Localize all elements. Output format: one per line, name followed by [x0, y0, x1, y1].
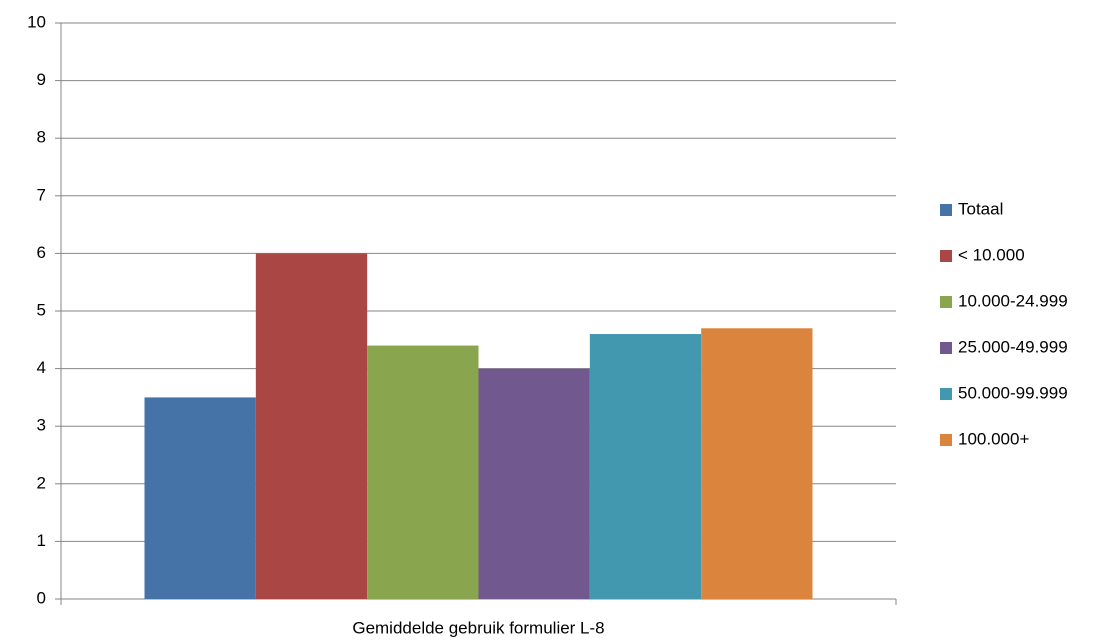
legend-swatch — [940, 204, 952, 216]
y-tick-label: 4 — [37, 358, 46, 377]
legend-label: 100.000+ — [958, 429, 1029, 448]
y-tick-label: 1 — [37, 531, 46, 550]
legend-label: < 10.000 — [958, 245, 1025, 264]
y-tick-label: 0 — [37, 588, 46, 607]
y-tick-label: 10 — [27, 12, 46, 31]
y-tick-label: 5 — [37, 300, 46, 319]
legend-swatch — [940, 434, 952, 446]
bar — [255, 253, 368, 599]
legend-label: 10.000-24.999 — [958, 291, 1068, 310]
y-tick-label: 9 — [37, 70, 46, 89]
bar — [701, 328, 813, 599]
legend-label: Totaal — [958, 199, 1003, 218]
legend-swatch — [940, 388, 952, 400]
bar — [589, 334, 702, 599]
legend-label: 25.000-49.999 — [958, 337, 1068, 356]
legend-swatch — [940, 342, 952, 354]
legend-label: 50.000-99.999 — [958, 383, 1068, 402]
y-tick-label: 8 — [37, 128, 46, 147]
y-tick-label: 2 — [37, 473, 46, 492]
y-tick-label: 3 — [37, 416, 46, 435]
bar — [367, 345, 479, 599]
y-tick-label: 6 — [37, 243, 46, 262]
legend-swatch — [940, 250, 952, 262]
bar — [144, 397, 256, 599]
bar — [478, 368, 590, 599]
legend-swatch — [940, 296, 952, 308]
y-tick-label: 7 — [37, 185, 46, 204]
x-tick-label: Gemiddelde gebruik formulier L-8 — [352, 618, 604, 637]
